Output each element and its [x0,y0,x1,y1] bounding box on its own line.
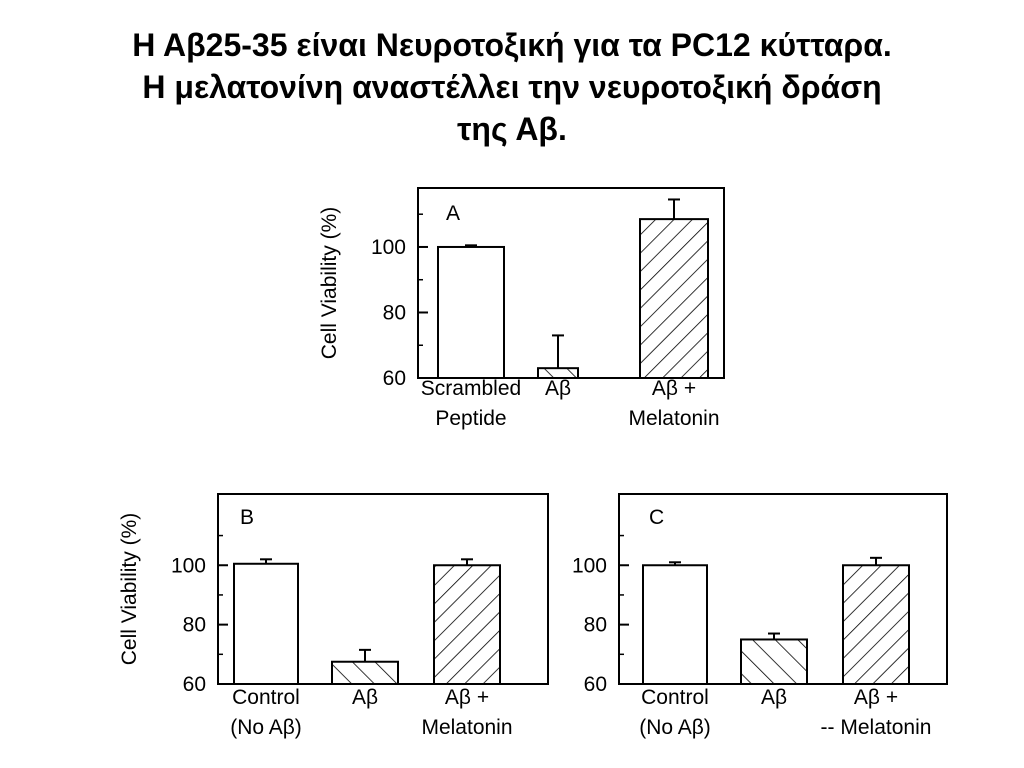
chart-panel-c: 60 80 100 C Control (No Aβ) Aβ Aβ + -- Melatonin [572,493,948,739]
bar [331,660,399,685]
y-tick-label: 60 [383,367,406,390]
bar [639,218,709,379]
y-tick-label: 80 [383,301,406,324]
y-axis-label: Cell Viability (%) [318,207,341,360]
category-label: (No Aβ) [230,716,302,739]
bar [842,564,910,685]
category-label: -- Melatonin [821,716,932,739]
category-label: Aβ [761,686,787,709]
category-label: Aβ [352,686,378,709]
category-label: Control [232,686,300,709]
bar [642,564,708,685]
panel-letter: C [649,506,664,529]
category-label: Control [641,686,709,709]
category-label: Peptide [435,407,506,430]
y-tick-label: 100 [371,236,406,259]
bar [437,245,505,379]
category-label: Aβ + [854,686,898,709]
panel-letter: B [240,506,254,529]
category-label: Scrambled [421,377,521,400]
category-label: Aβ + [652,377,696,400]
y-axis-label: Cell Viability (%) [118,513,141,666]
chart-panel-a: 60 80 100 Cell Viability (%) A Scrambled Pepti… [318,187,725,430]
title-line-1: Η Αβ25-35 είναι Νευροτοξική για τα PC12 … [132,27,892,63]
y-tick-label: 80 [584,614,607,637]
y-tick-label: 100 [171,554,206,577]
y-tick-label: 100 [572,554,607,577]
title-line-3: της Αβ. [457,111,567,147]
panel-letter: A [446,202,460,225]
bar [537,367,579,379]
category-label: Aβ + [445,686,489,709]
bar [740,638,808,685]
title-line-2: Η μελατονίνη αναστέλλει την νευροτοξική … [142,69,882,105]
category-label: Melatonin [628,407,719,430]
y-tick-label: 60 [584,673,607,696]
category-label: Melatonin [421,716,512,739]
bar [433,564,501,685]
category-label: (No Aβ) [639,716,711,739]
category-label: Aβ [545,377,571,400]
bar [233,562,299,685]
y-tick-label: 60 [183,673,206,696]
slide-title: Η Αβ25-35 είναι Νευροτοξική για τα PC12 … [0,24,1024,150]
chart-panel-b: 60 80 100 Cell Viability (%) B Control (No Aβ)… [118,493,549,739]
y-tick-label: 80 [183,614,206,637]
